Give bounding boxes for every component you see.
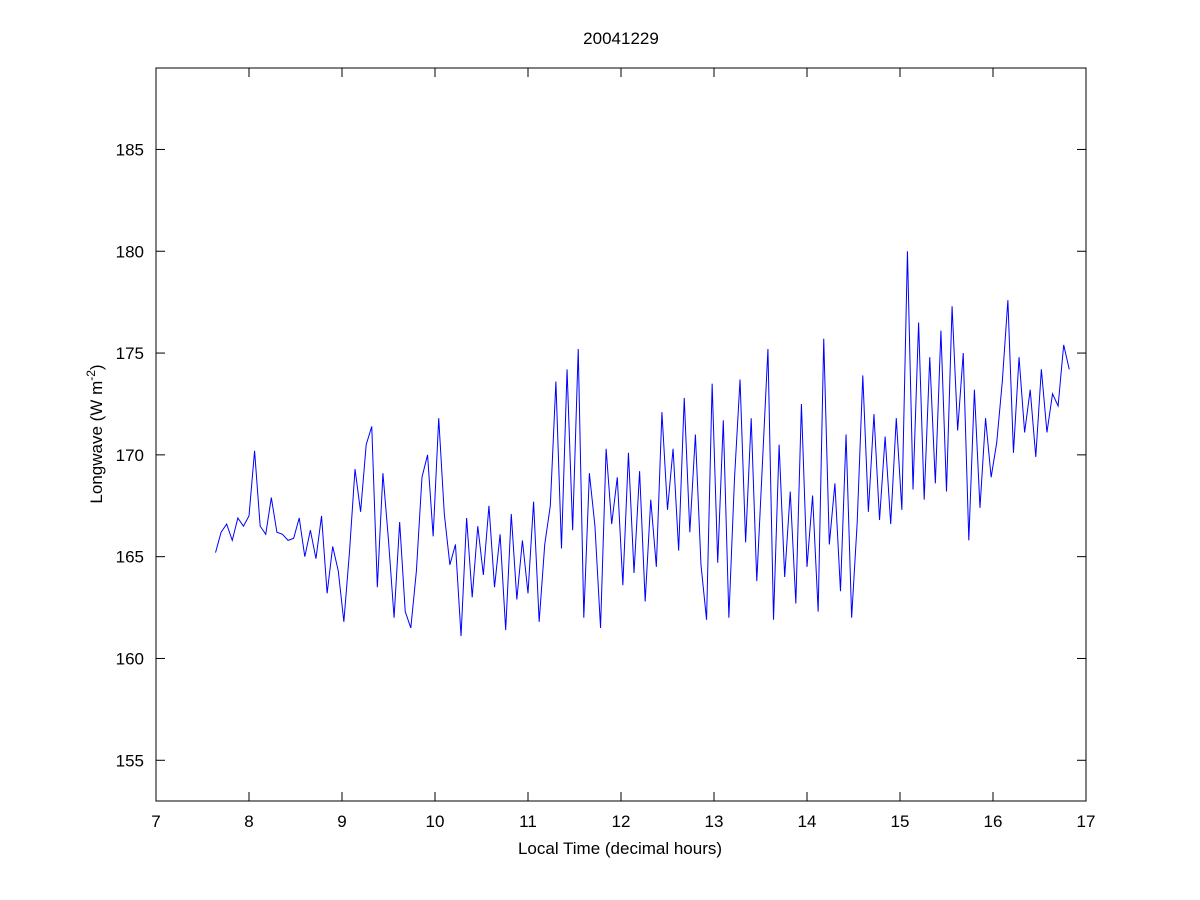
x-tick-label: 15 [891,812,910,831]
chart-title: 20041229 [583,29,659,48]
y-label-superscript: -2 [84,370,98,381]
x-tick-label: 11 [519,812,537,831]
x-tick-label: 10 [426,812,445,831]
y-tick-label: 160 [116,649,144,668]
y-tick-label: 155 [116,751,144,770]
x-tick-label: 14 [798,812,817,831]
x-tick-label: 9 [337,812,346,831]
x-tick-label: 17 [1077,812,1096,831]
x-axis-label: Local Time (decimal hours) [518,839,722,858]
x-tick-label: 7 [151,812,160,831]
y-tick-label: 180 [116,242,144,261]
y-axis-label: Longwave (W m-2) [84,364,106,503]
y-tick-label: 165 [116,548,144,567]
x-tick-label: 8 [244,812,253,831]
y-tick-label: 175 [116,344,144,363]
x-tick-label: 12 [612,812,631,831]
data-line [215,251,1070,637]
y-label-text: Longwave (W m [87,381,106,504]
y-label-suffix: ) [87,364,106,370]
y-tick-label: 170 [116,446,144,465]
x-tick-label: 13 [705,812,724,831]
x-tick-label: 16 [984,812,1003,831]
y-tick-label: 185 [116,140,144,159]
